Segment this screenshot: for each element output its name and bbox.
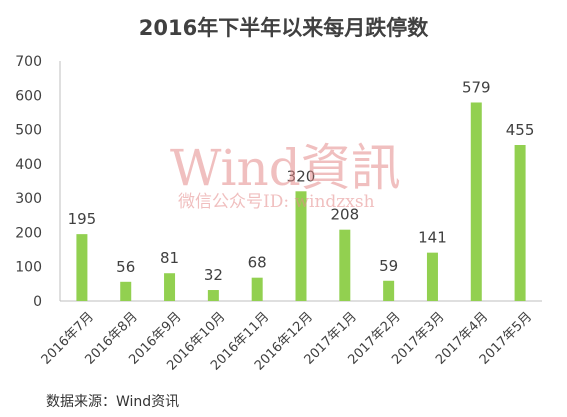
data-label: 81 xyxy=(160,249,179,267)
watermark-wechat-id: 微信公众号ID: windzxsh xyxy=(178,192,375,212)
y-tick-label: 200 xyxy=(15,225,42,241)
bar xyxy=(514,145,526,301)
bar xyxy=(339,229,351,301)
watermark-logo: Wind資訊 xyxy=(170,139,401,197)
bar xyxy=(383,280,395,301)
bar xyxy=(295,191,307,301)
y-tick-label: 700 xyxy=(15,54,42,70)
data-label: 579 xyxy=(462,78,491,96)
bar xyxy=(470,102,482,301)
y-tick-label: 100 xyxy=(15,260,42,276)
data-label: 455 xyxy=(506,121,535,139)
bar xyxy=(251,277,263,301)
data-label: 141 xyxy=(418,229,447,247)
y-tick-label: 600 xyxy=(15,88,42,104)
y-tick-label: 400 xyxy=(15,157,42,173)
y-tick-label: 300 xyxy=(15,191,42,207)
y-tick-label: 500 xyxy=(15,123,42,139)
data-source-note: 数据来源：Wind资讯 xyxy=(46,394,180,410)
chart-title: 2016年下半年以来每月跌停数 xyxy=(138,16,429,40)
data-label: 59 xyxy=(379,257,398,275)
y-tick-label: 0 xyxy=(33,294,42,310)
bar xyxy=(207,290,219,301)
data-label: 56 xyxy=(116,258,135,276)
bar xyxy=(426,252,438,301)
data-label: 320 xyxy=(287,167,316,185)
data-label: 32 xyxy=(204,266,223,284)
bar xyxy=(164,273,176,301)
data-label: 195 xyxy=(68,210,97,228)
bar xyxy=(120,281,132,301)
data-label: 208 xyxy=(330,206,359,224)
bar xyxy=(76,234,88,301)
data-label: 68 xyxy=(248,254,267,272)
